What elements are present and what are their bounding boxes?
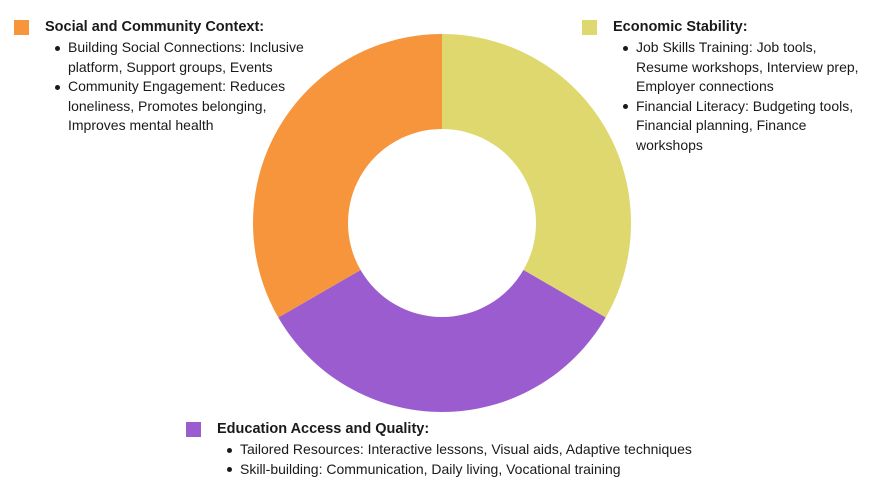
- donut-segment-education-access-and-quality: [278, 270, 606, 412]
- social-community-item-connections: Building Social Connections: Inclusive p…: [54, 38, 314, 77]
- economic-stability-title: Economic Stability:: [613, 19, 748, 35]
- social-community-block: Social and Community Context: Building S…: [14, 16, 314, 136]
- economic-stability-list: Job Skills Training: Job tools, Resume w…: [622, 38, 867, 155]
- education-access-title: Education Access and Quality:: [217, 421, 430, 437]
- economic-stability-header: Economic Stability:: [582, 16, 867, 38]
- education-access-list: Tailored Resources: Interactive lessons,…: [226, 440, 746, 479]
- donut-segment-social-and-community-context: [253, 34, 442, 318]
- social-community-header: Social and Community Context:: [14, 16, 314, 38]
- donut-segment-economic-stability: [442, 34, 631, 318]
- economic-stability-legend-swatch: [582, 19, 597, 35]
- economic-stability-item-job-skills: Job Skills Training: Job tools, Resume w…: [622, 38, 867, 97]
- economic-stability-block: Economic Stability: Job Skills Training:…: [582, 16, 867, 155]
- social-community-list: Building Social Connections: Inclusive p…: [54, 38, 314, 136]
- education-access-legend-swatch: [186, 421, 201, 437]
- social-community-item-engagement: Community Engagement: Reduces loneliness…: [54, 77, 314, 136]
- education-access-item-tailored-resources: Tailored Resources: Interactive lessons,…: [226, 440, 746, 460]
- social-community-legend-swatch: [14, 19, 29, 35]
- social-community-title: Social and Community Context:: [45, 19, 265, 35]
- education-access-item-skill-building: Skill-building: Communication, Daily liv…: [226, 460, 746, 480]
- education-access-block: Education Access and Quality: Tailored R…: [186, 418, 746, 479]
- economic-stability-item-financial-literacy: Financial Literacy: Budgeting tools, Fin…: [622, 97, 867, 156]
- education-access-header: Education Access and Quality:: [186, 418, 746, 440]
